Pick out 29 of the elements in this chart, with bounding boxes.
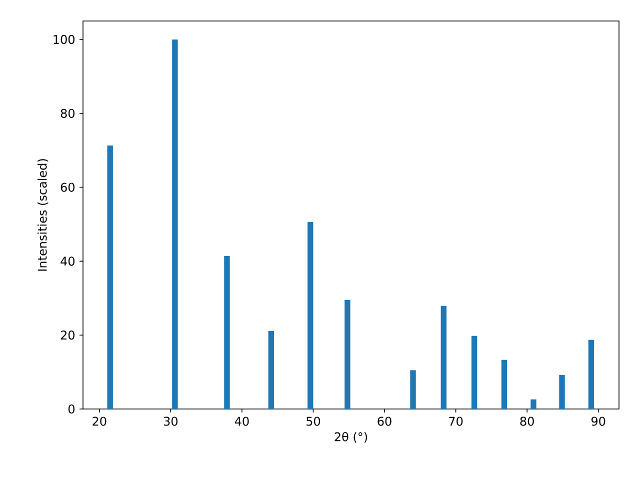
x-tick-label: 60 bbox=[378, 416, 392, 426]
bar bbox=[344, 300, 350, 409]
y-tick-label: 0 bbox=[68, 404, 75, 414]
y-axis-title: Intensities (scaled) bbox=[37, 159, 48, 271]
bar bbox=[440, 306, 447, 409]
x-tick-label: 50 bbox=[306, 416, 320, 426]
y-tick-label: 20 bbox=[60, 330, 75, 340]
x-tick-label: 20 bbox=[92, 416, 106, 426]
bar bbox=[501, 360, 508, 409]
bar bbox=[471, 336, 478, 409]
bar bbox=[308, 222, 314, 409]
bar bbox=[224, 256, 230, 409]
bar bbox=[172, 39, 178, 409]
y-tick-label: 100 bbox=[54, 34, 75, 44]
bar bbox=[530, 399, 536, 409]
bar bbox=[559, 375, 565, 409]
x-tick-label: 70 bbox=[449, 416, 463, 426]
bar bbox=[410, 370, 416, 409]
y-tick-label: 40 bbox=[60, 256, 75, 266]
x-tick-label: 30 bbox=[164, 416, 178, 426]
y-tick-label: 60 bbox=[60, 182, 75, 192]
bar bbox=[107, 146, 113, 409]
x-tick-label: 90 bbox=[591, 416, 606, 426]
bar bbox=[588, 340, 594, 409]
x-tick-label: 40 bbox=[234, 416, 249, 426]
bar bbox=[268, 331, 274, 409]
y-tick-label: 80 bbox=[60, 108, 75, 118]
x-axis-title: 2θ (°) bbox=[334, 432, 368, 443]
x-tick-label: 80 bbox=[520, 416, 534, 426]
